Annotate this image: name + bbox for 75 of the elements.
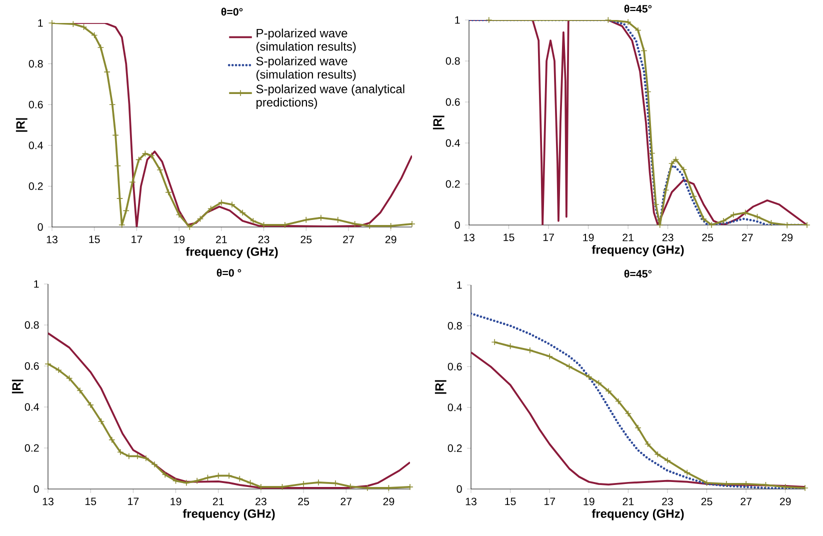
chart-title: θ=0°: [221, 8, 243, 16]
y-tick-label: 0.4: [28, 142, 43, 150]
x-tick-label: 13: [466, 498, 476, 506]
y-tick-label: 0.4: [24, 403, 39, 411]
x-tick-label: 19: [583, 234, 594, 242]
x-tick-label: 17: [128, 498, 139, 506]
legend-label: S-polarized wave (simulation results): [256, 56, 356, 82]
y-tick-label: 0.2: [448, 444, 462, 452]
y-tick-label: 0: [454, 221, 460, 229]
x-tick-label: 27: [343, 236, 354, 244]
y-tick-label: 0.6: [24, 362, 39, 370]
y-tick-label: 0.8: [28, 60, 43, 68]
x-tick-label: 27: [742, 234, 753, 242]
x-tick-label: 19: [174, 236, 184, 244]
y-tick-label: 1: [34, 280, 39, 288]
y-axis-title: |R|: [432, 116, 444, 130]
x-tick-label: 15: [89, 236, 100, 244]
x-tick-label: 21: [212, 498, 224, 506]
y-tick-label: 0: [456, 485, 462, 493]
x-tick-label: 23: [662, 234, 674, 242]
x-tick-label: 17: [543, 234, 554, 242]
y-tick-label: 0.6: [28, 100, 43, 108]
x-tick-label: 23: [258, 236, 270, 244]
chart-title: θ=45°: [624, 4, 652, 13]
x-tick-label: 17: [544, 498, 555, 506]
y-tick-label: 1: [38, 19, 43, 27]
x-axis-title: frequency (GHz): [182, 509, 275, 520]
x-tick-label: 21: [622, 498, 634, 506]
y-axis-title: |R|: [16, 118, 28, 132]
y-tick-label: 0.6: [448, 362, 462, 370]
x-tick-label: 15: [85, 498, 96, 506]
y-tick-label: 0.2: [24, 444, 39, 452]
x-tick-label: 29: [383, 498, 394, 506]
x-tick-label: 29: [782, 234, 793, 242]
y-tick-label: 0.6: [446, 98, 460, 106]
x-tick-label: 25: [298, 498, 310, 506]
x-tick-label: 21: [622, 234, 634, 242]
x-tick-label: 13: [46, 236, 58, 244]
x-axis-title: frequency (GHz): [186, 247, 278, 258]
x-tick-label: 21: [216, 236, 227, 244]
y-tick-label: 0.8: [24, 321, 39, 329]
x-tick-label: 25: [702, 234, 714, 242]
y-tick-label: 1: [457, 281, 462, 289]
x-tick-label: 23: [662, 498, 673, 506]
x-tick-label: 15: [504, 234, 514, 242]
x-axis-title: frequency (GHz): [592, 509, 684, 520]
y-tick-label: 0.8: [448, 322, 462, 330]
y-tick-label: 0.4: [446, 139, 460, 147]
y-tick-label: 0.2: [28, 182, 43, 190]
y-axis-title: |R|: [434, 380, 446, 394]
x-tick-label: 25: [701, 498, 712, 506]
y-tick-label: 0.8: [446, 57, 460, 65]
x-tick-label: 19: [584, 498, 594, 506]
y-tick-label: 1: [455, 16, 460, 24]
x-tick-label: 13: [464, 234, 474, 242]
x-tick-label: 25: [300, 236, 312, 244]
y-tick-label: 0: [34, 485, 39, 493]
chart-title: θ=45°: [624, 270, 652, 278]
x-tick-label: 27: [340, 498, 352, 506]
legend-label: P-polarized wave (simulation results): [256, 28, 356, 54]
legend-label: S-polarized wave (analytical predictions): [256, 84, 404, 109]
x-tick-label: 27: [740, 498, 752, 506]
x-tick-label: 29: [780, 498, 791, 506]
x-tick-label: 23: [256, 498, 266, 506]
x-tick-label: 13: [42, 498, 54, 506]
chart-title: θ=0 °: [216, 268, 242, 277]
x-tick-label: 19: [170, 498, 182, 506]
y-axis-title: |R|: [12, 380, 24, 394]
x-tick-label: 17: [132, 236, 142, 244]
x-tick-label: 15: [505, 498, 516, 506]
y-tick-label: 0.2: [446, 180, 460, 188]
y-tick-label: 0.4: [448, 404, 462, 412]
y-tick-label: 0: [38, 223, 43, 231]
x-axis-title: frequency (GHz): [592, 245, 684, 256]
x-tick-label: 29: [385, 236, 396, 244]
